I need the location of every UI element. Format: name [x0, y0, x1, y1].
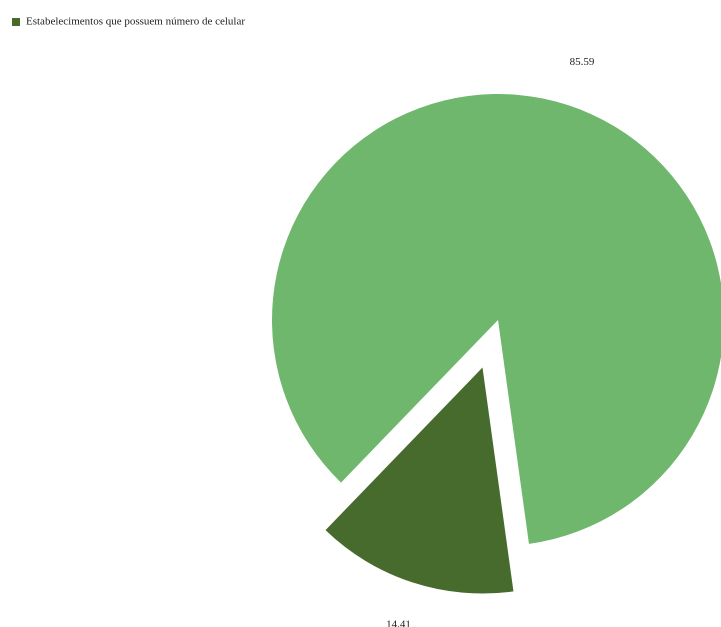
pie-slice [325, 367, 514, 594]
data-label: 14.41 [386, 619, 411, 627]
legend-swatch [12, 18, 20, 26]
data-label: 85.59 [570, 56, 595, 68]
pie-slice [272, 94, 721, 544]
legend-label: Estabelecimentos que possuem número de c… [26, 16, 245, 28]
